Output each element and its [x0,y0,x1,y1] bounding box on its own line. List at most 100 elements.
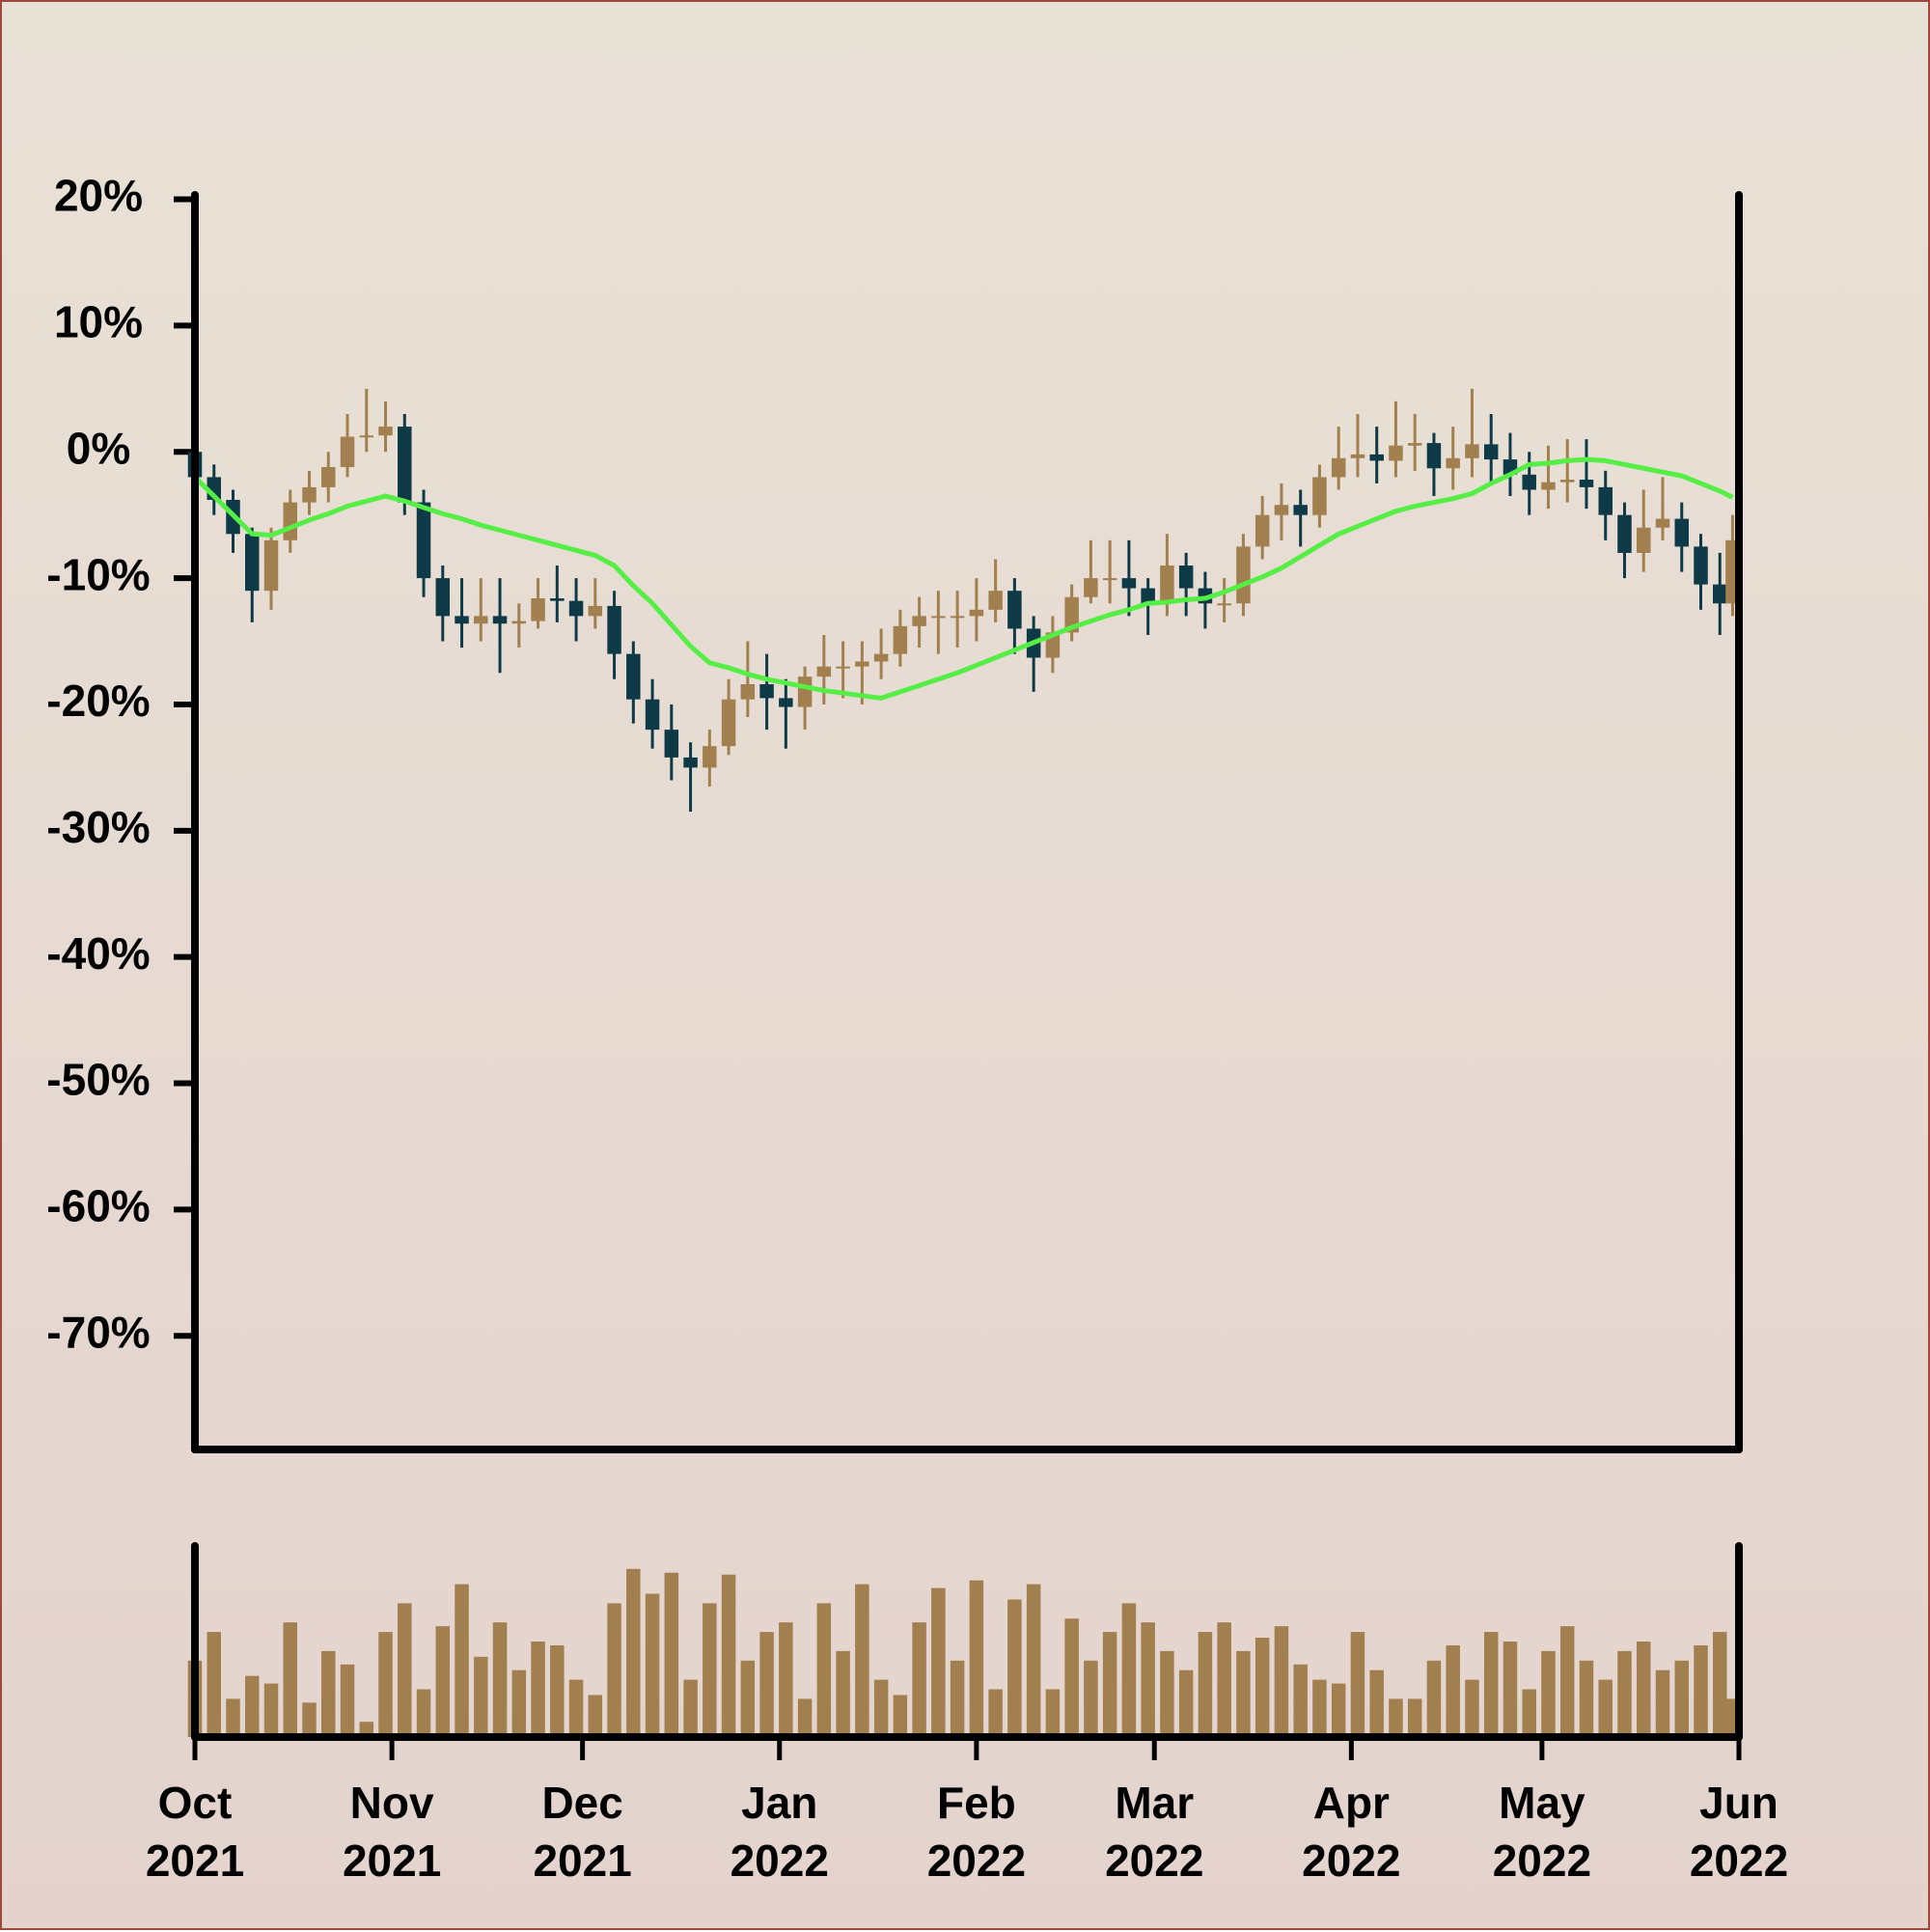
volume-bar [855,1584,869,1737]
candle-body [1160,566,1174,604]
volume-bar [1636,1642,1651,1737]
volume-bar [283,1622,298,1737]
candle-body [321,466,336,487]
volume-bar [1293,1664,1308,1737]
candle-body [797,676,813,707]
y-tick-label: -50% [46,1055,150,1105]
y-tick-label: -70% [46,1307,150,1357]
volume-bar [245,1675,260,1737]
volume-bar [1369,1670,1384,1737]
volume-bar [1084,1660,1098,1737]
volume-bar [207,1632,221,1737]
y-tick-label: 20% [54,171,143,221]
candle-body [1102,578,1117,581]
candle-body [1350,454,1365,458]
volume-bar [969,1580,984,1737]
volume-bar [759,1632,774,1737]
volume-bar [1350,1632,1365,1737]
candle-body [1694,546,1708,585]
volume-bar [779,1622,793,1737]
candle-body [873,653,889,662]
candle-body [1293,505,1308,515]
volume-bar [398,1603,412,1737]
candle-body [435,578,451,617]
x-tick-label: May 2022 [1492,1778,1592,1886]
volume-bar [626,1568,641,1737]
candle-body [1254,514,1270,547]
volume-bar [721,1574,736,1737]
candle-body [969,609,984,617]
candle-body [1483,444,1499,460]
volume-bar [1026,1584,1041,1737]
volume-bar [1217,1622,1231,1737]
volume-bar [1503,1642,1518,1737]
y-tick-label: -10% [46,549,150,599]
candle-body [759,684,774,699]
volume-bar [1674,1660,1689,1737]
volume-bar [1121,1603,1137,1737]
candle-body [816,666,832,677]
candle-body [703,746,717,768]
candle-body [511,621,527,624]
candle-body [340,436,355,467]
volume-bar [1312,1679,1327,1737]
volume-bar [912,1622,926,1737]
candle-body [1064,596,1079,633]
volume-bar [321,1650,336,1737]
volume-bar [1407,1698,1422,1737]
candle-body [1636,527,1651,553]
candle-body [1579,480,1594,487]
volume-bar [1598,1679,1613,1737]
volume-bar [1102,1632,1117,1737]
candle-body [1236,546,1251,604]
volume-bar [588,1695,603,1737]
x-tick-label: Nov 2021 [342,1778,442,1886]
volume-bar [988,1689,1003,1737]
x-tick-label: Jan 2022 [730,1778,829,1886]
volume-bar [492,1622,508,1737]
volume-bar [740,1660,756,1737]
candle-body [1407,443,1422,446]
volume-bar [550,1644,565,1737]
candle-body [1312,477,1327,515]
volume-bar [1541,1650,1556,1737]
volume-bar [455,1584,469,1737]
candle-body [950,616,965,619]
candle-body [1446,457,1460,469]
candle-body [474,616,488,624]
x-tick-label: Mar 2022 [1105,1778,1204,1886]
volume-bar [1465,1679,1479,1737]
volume-bar [226,1698,240,1737]
candle-body [1598,486,1613,515]
candle-body [1274,505,1289,515]
y-tick-label: -30% [46,802,150,852]
candle-body [836,666,850,669]
candle-body [1674,518,1689,547]
candle-body [1617,514,1632,553]
volume-bar [893,1695,908,1737]
candle-body [1007,591,1022,629]
x-tick-label: Apr 2022 [1302,1778,1401,1886]
volume-bar [950,1660,965,1737]
volume-bar [1007,1599,1022,1737]
volume-bar [1617,1650,1632,1737]
candle-body [1389,445,1403,461]
volume-bar [797,1698,813,1737]
candle-body [988,591,1003,610]
volume-bar [816,1603,832,1737]
volume-bar [1141,1622,1155,1737]
volume-bar [1389,1698,1403,1737]
volume-bar [1522,1689,1536,1737]
candle-body [683,757,698,768]
candle-body [779,698,793,707]
volume-bar [836,1650,850,1737]
volume-bar [607,1603,621,1737]
candle-body [931,616,946,619]
volume-bar [1254,1638,1270,1737]
candle-body [721,699,736,747]
y-tick-label: 0% [67,423,130,473]
candle-body [1522,474,1536,490]
volume-bar [1559,1626,1575,1737]
candle-body [855,661,869,667]
